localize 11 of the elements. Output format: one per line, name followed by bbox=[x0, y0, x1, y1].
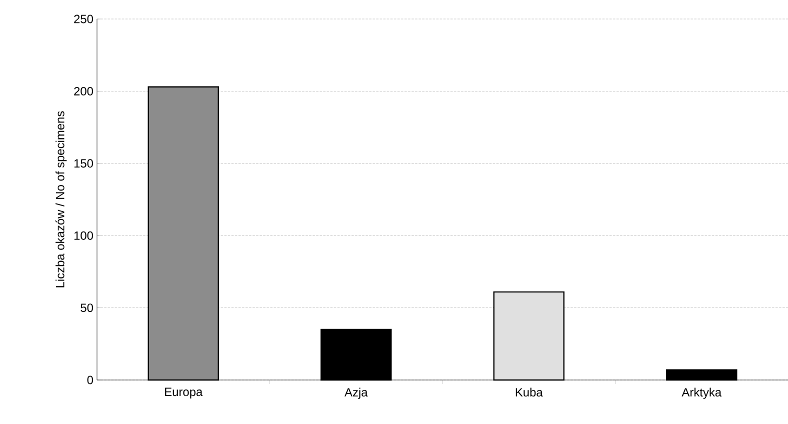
y-axis-title: Liczba okazów / No of specimens bbox=[55, 111, 67, 288]
x-tick-label: Arktyka bbox=[682, 388, 722, 399]
x-tick-label: Europa bbox=[165, 388, 203, 398]
y-tick-label: 100 bbox=[74, 231, 94, 240]
y-tick-label: 250 bbox=[74, 14, 94, 24]
x-tick-label: Kuba bbox=[516, 388, 543, 397]
x-tick-label: Azja bbox=[344, 388, 368, 399]
y-tick-label: 150 bbox=[74, 159, 94, 168]
y-tick-label: 0 bbox=[87, 376, 94, 384]
y-tick-label: 200 bbox=[74, 86, 94, 96]
y-tick-label: 50 bbox=[80, 304, 94, 312]
